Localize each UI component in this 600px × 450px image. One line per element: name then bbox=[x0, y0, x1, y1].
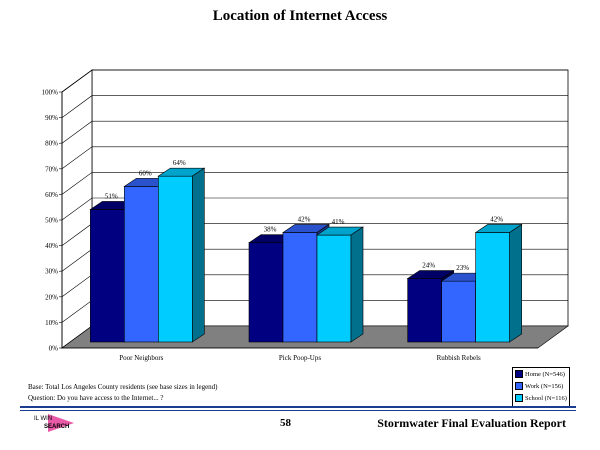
bar bbox=[158, 175, 193, 343]
legend-item-work: Work (N=156) bbox=[513, 380, 569, 392]
y-tick-label: 20% bbox=[45, 293, 58, 301]
y-tick-label: 80% bbox=[45, 140, 58, 148]
company-logo: IL WIN SEARCH bbox=[34, 412, 80, 436]
gridline bbox=[61, 146, 568, 170]
legend-swatch-school bbox=[515, 394, 523, 402]
data-label: 51% bbox=[105, 192, 118, 200]
legend-item-home: Home (N=546) bbox=[513, 368, 569, 380]
data-label: 41% bbox=[332, 218, 345, 226]
report-title: Stormwater Final Evaluation Report bbox=[377, 416, 566, 430]
legend-label-work: Work (N=156) bbox=[525, 382, 564, 390]
chart-title: Location of Internet Access bbox=[212, 8, 388, 24]
y-tick-label: 70% bbox=[45, 165, 58, 173]
bar bbox=[90, 209, 125, 343]
page-number: 58 bbox=[280, 417, 291, 429]
legend-swatch-work bbox=[515, 382, 523, 390]
bar bbox=[316, 234, 352, 343]
y-tick-label: 40% bbox=[45, 242, 58, 250]
footer-divider-thin bbox=[20, 410, 576, 411]
x-tick-label: Pick Poop-Ups bbox=[279, 354, 321, 362]
bar-side bbox=[509, 223, 522, 343]
y-tick-label: 0% bbox=[49, 345, 59, 353]
bar bbox=[441, 280, 476, 343]
y-tick-label: 30% bbox=[45, 268, 58, 276]
gridline bbox=[61, 120, 568, 144]
legend-label-school: School (N=116) bbox=[525, 394, 567, 402]
chart-legend: Home (N=546) Work (N=156) School (N=116) bbox=[512, 367, 570, 407]
data-label: 42% bbox=[490, 215, 503, 223]
data-label: 23% bbox=[456, 264, 469, 272]
x-tick-label: Rubbish Rebels bbox=[437, 354, 481, 362]
bar-side bbox=[350, 226, 364, 343]
question-note: Question: Do you have access to the Inte… bbox=[28, 394, 164, 402]
bar bbox=[282, 232, 318, 343]
bar bbox=[475, 232, 510, 343]
bar-side bbox=[192, 167, 205, 343]
logo-text-top: IL WIN bbox=[34, 416, 53, 422]
bar bbox=[248, 242, 284, 343]
legend-label-home: Home (N=546) bbox=[525, 370, 565, 378]
legend-item-school: School (N=116) bbox=[513, 392, 569, 404]
y-tick-label: 60% bbox=[45, 191, 58, 199]
y-tick-label: 100% bbox=[42, 89, 59, 97]
data-label: 42% bbox=[298, 215, 311, 223]
data-label: 60% bbox=[139, 169, 152, 177]
chart-notes: Base: Total Los Angeles County residents… bbox=[28, 382, 218, 404]
base-note: Base: Total Los Angeles County residents… bbox=[28, 383, 218, 391]
gridline bbox=[61, 197, 568, 221]
data-label: 38% bbox=[264, 226, 277, 234]
bar bbox=[407, 278, 442, 343]
data-label: 24% bbox=[422, 262, 435, 270]
y-tick-label: 50% bbox=[45, 217, 58, 225]
y-tick-label: 90% bbox=[45, 114, 58, 122]
gridline bbox=[61, 69, 568, 93]
x-tick-label: Poor Neighbors bbox=[119, 354, 163, 362]
logo-mark bbox=[48, 414, 74, 432]
y-tick-label: 10% bbox=[45, 319, 58, 327]
legend-swatch-home bbox=[515, 370, 523, 378]
gridline bbox=[61, 95, 568, 118]
footer-divider bbox=[20, 406, 576, 408]
bar bbox=[124, 186, 159, 343]
gridline bbox=[61, 172, 568, 195]
logo-text-bottom: SEARCH bbox=[44, 424, 70, 430]
data-label: 64% bbox=[173, 159, 186, 167]
